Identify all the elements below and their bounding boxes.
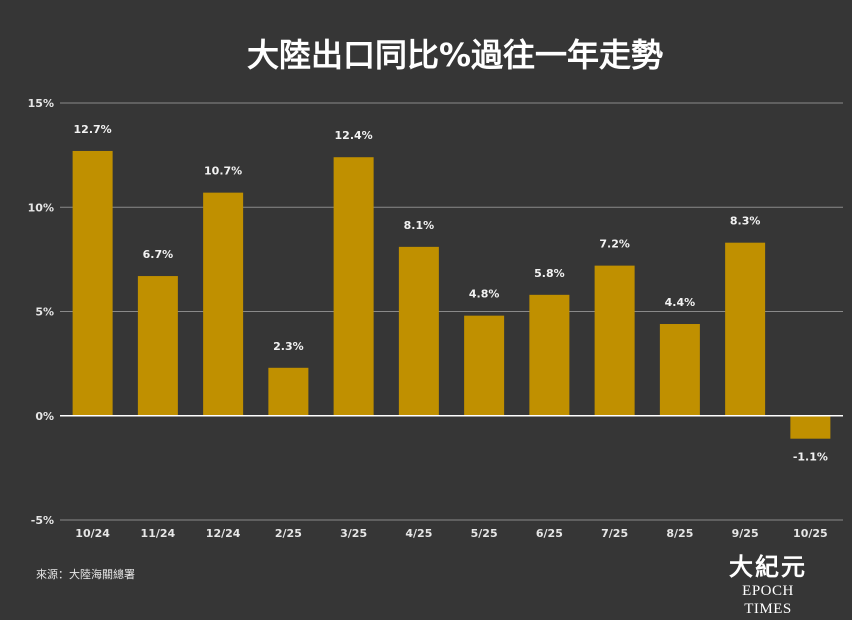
data-label: 6.7% xyxy=(143,248,174,261)
x-tick-label: 10/24 xyxy=(75,527,110,540)
data-label: 8.1% xyxy=(404,219,435,232)
chart-title: 大陸出口同比%過往一年走勢 xyxy=(247,36,663,74)
x-tick-label: 3/25 xyxy=(340,527,367,540)
data-label: 8.3% xyxy=(730,215,761,228)
logo-chinese-text: 大紀元 xyxy=(729,552,807,581)
gridlines xyxy=(60,102,843,521)
bar xyxy=(398,246,439,416)
x-tick-label: 4/25 xyxy=(405,527,432,540)
x-tick-label: 2/25 xyxy=(275,527,302,540)
bar xyxy=(137,276,178,416)
logo-english-text: EPOCH TIMES xyxy=(742,583,794,617)
source-note: 來源：大陸海關總署 xyxy=(36,568,135,581)
y-tick-label: 0% xyxy=(35,410,54,423)
x-tick-label: 8/25 xyxy=(666,527,693,540)
bar xyxy=(725,242,766,416)
data-labels: 12.7% 6.7% 10.7% 2.3% 12.4% 8.1% 4.8% 5.8% 7.2% 4… xyxy=(74,123,828,464)
data-label: 5.8% xyxy=(534,267,565,280)
x-tick-label: 11/24 xyxy=(141,527,176,540)
data-label: 7.2% xyxy=(599,238,630,251)
x-tick-label: 5/25 xyxy=(471,527,498,540)
data-label: 12.4% xyxy=(335,129,373,142)
bar xyxy=(72,150,113,416)
bar xyxy=(464,315,505,416)
bar xyxy=(790,415,831,439)
bar xyxy=(333,157,374,416)
x-tick-label: 7/25 xyxy=(601,527,628,540)
x-tick-label: 6/25 xyxy=(536,527,563,540)
bar xyxy=(529,294,570,416)
bar xyxy=(203,192,244,416)
x-tick-label: 12/24 xyxy=(206,527,241,540)
bars xyxy=(72,150,831,439)
bar xyxy=(268,367,309,416)
bar xyxy=(594,265,635,416)
data-label: 10.7% xyxy=(204,165,242,178)
y-tick-label: 5% xyxy=(35,306,54,319)
data-label: 12.7% xyxy=(74,123,112,136)
epoch-times-logo: 大紀元 EPOCH TIMES xyxy=(718,552,818,618)
bar xyxy=(659,324,700,416)
y-tick-label: 15% xyxy=(28,97,54,110)
data-label: 4.8% xyxy=(469,288,500,301)
data-label: 2.3% xyxy=(273,340,304,353)
y-tick-label: 10% xyxy=(28,201,54,214)
data-label: -1.1% xyxy=(793,451,828,464)
x-tick-label: 9/25 xyxy=(732,527,759,540)
data-label: 4.4% xyxy=(665,296,696,309)
x-axis-ticks: 10/24 11/24 12/24 2/25 3/25 4/25 5/25 6/25 7/25 8… xyxy=(75,527,827,540)
x-tick-label: 10/25 xyxy=(793,527,828,540)
y-axis-ticks: -5% 0% 5% 10% 15% xyxy=(28,97,54,527)
y-tick-label: -5% xyxy=(31,514,54,527)
